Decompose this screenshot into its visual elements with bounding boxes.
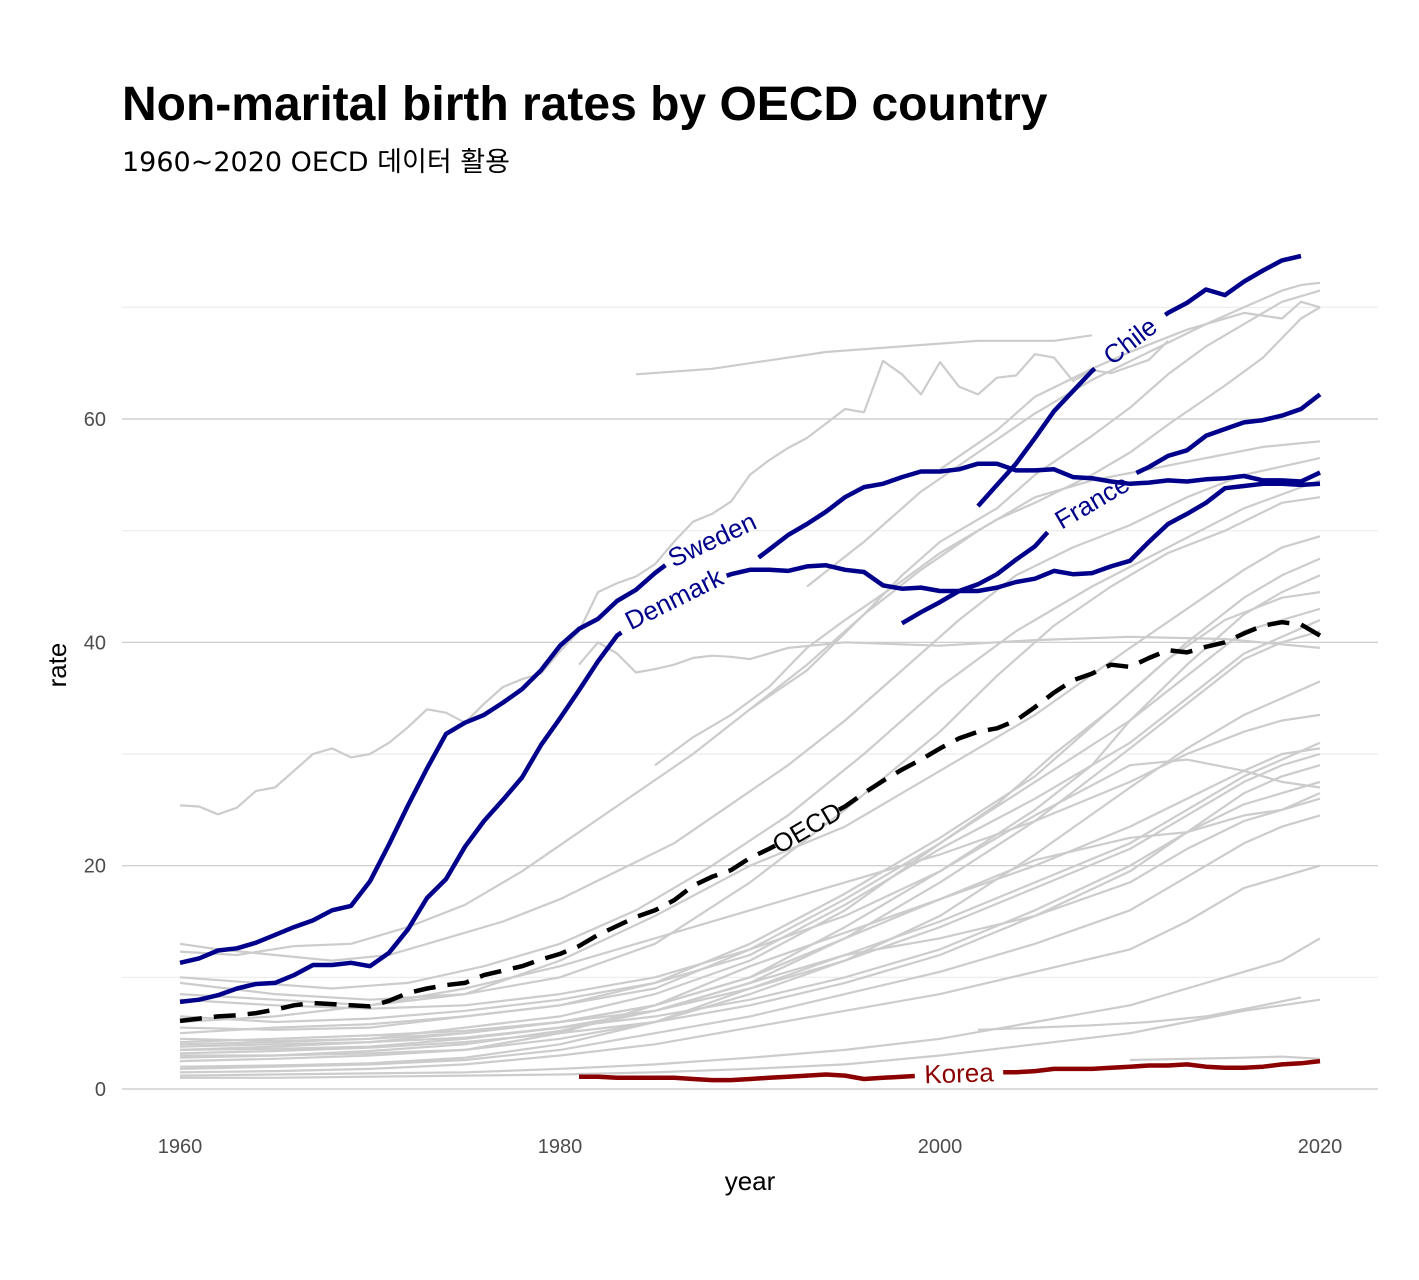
chart-title: Non-marital birth rates by OECD country (122, 78, 1048, 131)
axis-tick-labels: 0 20 40 60 1960 1980 2000 2020 (84, 409, 1343, 1158)
x-axis-title: year (725, 1166, 776, 1196)
chart-subtitle: 1960~2020 OECD 데이터 활용 (122, 147, 510, 178)
background-country-line (939, 300, 1321, 471)
x-tick-label: 2020 (1298, 1136, 1343, 1158)
y-tick-label: 0 (95, 1079, 106, 1101)
series-line-oecd (179, 843, 777, 1024)
background-country-line (179, 864, 1321, 1074)
series-line-sweden (757, 461, 1321, 560)
background-country-line (180, 998, 1321, 1079)
background-country-line (578, 635, 1321, 674)
series-line-korea (1003, 1058, 1321, 1075)
background-country-line (179, 713, 1321, 1024)
background-country-line (179, 574, 1321, 1043)
y-tick-label: 40 (84, 632, 106, 654)
background-country-line (179, 591, 1321, 1035)
background-country-line (977, 996, 1302, 1031)
series-label-korea: Korea (924, 1057, 995, 1089)
y-tick-label: 60 (84, 409, 106, 431)
highlighted-series-lines (179, 253, 1322, 1083)
x-tick-label: 1980 (538, 1136, 583, 1158)
series-line-denmark (725, 481, 1321, 594)
background-country-line (179, 764, 1321, 1055)
background-country-line (179, 618, 1321, 1024)
series-line-oecd (837, 619, 1322, 812)
background-country-line (179, 535, 1321, 1007)
background-country-line (179, 440, 1321, 957)
background-country-line (179, 457, 1321, 962)
series-line-korea (579, 1072, 915, 1083)
background-country-line (179, 747, 1321, 1063)
background-country-line (179, 780, 1321, 1048)
background-country-line (749, 289, 1321, 711)
background-country-line (179, 607, 1321, 1046)
y-axis-title: rate (42, 643, 72, 688)
background-country-line (635, 334, 1093, 376)
background-country-line (179, 752, 1321, 1044)
background-country-line (806, 281, 1321, 588)
background-country-line (179, 937, 1321, 1077)
y-tick-label: 20 (84, 856, 106, 878)
background-country-line (179, 797, 1321, 1051)
series-line-france (1135, 392, 1322, 475)
background-country-line (179, 792, 1321, 1059)
background-country-line (179, 758, 1321, 1010)
background-country-line (179, 557, 1321, 1031)
series-line-chile (976, 366, 1097, 508)
background-country-line (179, 340, 1169, 816)
x-tick-label: 2000 (918, 1136, 963, 1158)
background-country-line (179, 479, 1321, 990)
series-line-sweden (179, 563, 667, 965)
background-series-lines (179, 281, 1321, 1079)
series-line-denmark (179, 630, 623, 1005)
series-line-france (900, 530, 1050, 626)
background-country-line (1129, 1055, 1321, 1062)
series-line-chile (1163, 253, 1302, 317)
background-country-line (179, 814, 1321, 1070)
x-tick-label: 1960 (158, 1136, 203, 1158)
